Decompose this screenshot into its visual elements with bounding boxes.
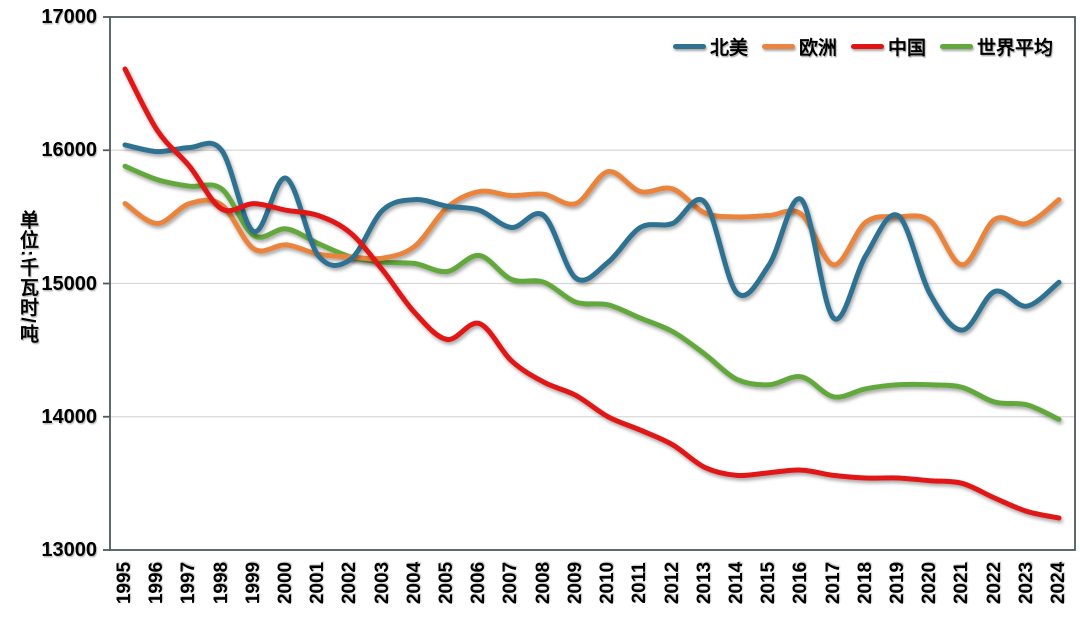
- legend-swatch-china-icon: [850, 44, 884, 49]
- y-tick-label-16000: 16000: [41, 139, 97, 162]
- y-tick-label-17000: 17000: [41, 6, 97, 28]
- x-tick-label-2023: 2023: [1015, 561, 1037, 605]
- legend-item-world-average: 世界平均: [939, 33, 1053, 60]
- x-tick-label-2006: 2006: [468, 561, 490, 605]
- x-tick-label-2002: 2002: [339, 561, 361, 605]
- x-tick-label-2004: 2004: [403, 561, 425, 605]
- legend-label-north-america: 北美: [709, 38, 748, 59]
- legend-label-world-average: 世界平均: [976, 38, 1053, 59]
- x-tick-label-1997: 1997: [178, 561, 200, 605]
- x-tick-label-2005: 2005: [436, 561, 458, 605]
- x-tick-label-2009: 2009: [564, 561, 586, 605]
- x-tick-label-2008: 2008: [532, 561, 554, 605]
- series-line-world-average: [122, 163, 1062, 422]
- x-tick-label-2024: 2024: [1048, 561, 1069, 605]
- x-tick-label-2007: 2007: [500, 561, 522, 605]
- x-tick-label-2000: 2000: [275, 561, 297, 605]
- x-tick-label-2017: 2017: [822, 561, 844, 605]
- x-tick-label-2020: 2020: [919, 561, 941, 605]
- x-tick-label-1998: 1998: [210, 561, 232, 605]
- y-tick-label-13000: 13000: [41, 539, 97, 561]
- legend-label-china: 中国: [887, 38, 926, 59]
- x-tick-label-2013: 2013: [693, 561, 715, 605]
- legend-swatch-world-average-icon: [939, 44, 973, 49]
- legend-swatch-north-america-icon: [672, 44, 706, 49]
- x-tick-label-2019: 2019: [886, 561, 908, 605]
- x-tick-label-1996: 1996: [146, 561, 168, 605]
- series-line-north-america: [122, 140, 1062, 333]
- legend: 北美 欧洲 中国 世界平均: [672, 33, 1053, 60]
- x-tick-label-1995: 1995: [114, 561, 135, 605]
- x-tick-label-2001: 2001: [307, 561, 329, 605]
- y-axis-title: 单位:千瓦时/吨: [17, 210, 38, 344]
- x-tick-label-2012: 2012: [661, 561, 683, 605]
- legend-swatch-europe-icon: [761, 44, 795, 49]
- x-tick-label-2018: 2018: [854, 561, 876, 605]
- series-line-china: [122, 66, 1062, 521]
- x-tick-label-2003: 2003: [371, 561, 393, 605]
- x-tick-label-2010: 2010: [597, 561, 619, 605]
- y-tick-label-15000: 15000: [41, 272, 97, 295]
- x-tick-label-2015: 2015: [758, 561, 780, 605]
- legend-item-china: 中国: [850, 33, 926, 60]
- x-tick-label-2014: 2014: [725, 561, 747, 605]
- legend-label-europe: 欧洲: [798, 38, 837, 59]
- legend-item-north-america: 北美: [672, 33, 748, 60]
- x-tick-label-2022: 2022: [983, 561, 1005, 605]
- x-tick-label-1999: 1999: [242, 561, 264, 605]
- y-tick-label-14000: 14000: [41, 405, 97, 428]
- legend-item-europe: 欧洲: [761, 33, 837, 60]
- x-tick-label-2021: 2021: [951, 561, 973, 605]
- x-tick-label-2016: 2016: [790, 561, 812, 605]
- x-tick-label-2011: 2011: [629, 562, 651, 604]
